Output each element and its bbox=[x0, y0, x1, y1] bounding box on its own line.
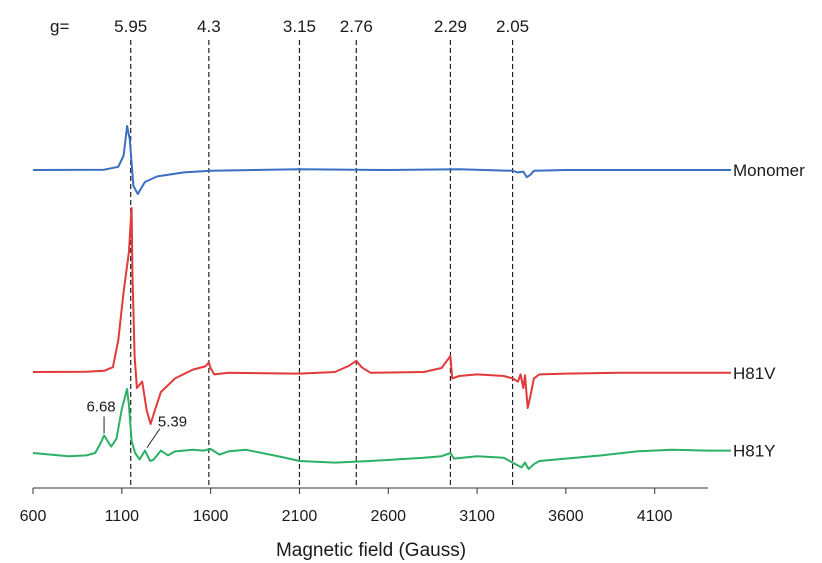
g-value-label-2-29: 2.29 bbox=[434, 17, 467, 36]
g-value-labels: g= 5.95 4.3 3.15 2.76 2.29 2.05 bbox=[50, 17, 529, 36]
g-value-label-4-3: 4.3 bbox=[197, 17, 221, 36]
trace-h81y bbox=[32, 388, 709, 470]
x-tick-label-1100: 1100 bbox=[105, 508, 140, 525]
x-axis-title: Magnetic field (Gauss) bbox=[276, 540, 466, 561]
series-label-h81y: H81Y bbox=[733, 442, 776, 461]
x-tick-label-600: 600 bbox=[20, 508, 47, 525]
x-tick-label-2100: 2100 bbox=[282, 508, 318, 525]
series-label-h81v: H81V bbox=[733, 364, 776, 383]
series-labels: Monomer H81V H81Y bbox=[601, 161, 805, 461]
g-value-label-5-95: 5.95 bbox=[114, 17, 147, 36]
g-value-label-3-15: 3.15 bbox=[283, 17, 316, 36]
series-label-monomer: Monomer bbox=[733, 161, 805, 180]
annotation-5-39: 5.39 bbox=[158, 414, 187, 431]
g-value-label-2-76: 2.76 bbox=[340, 17, 373, 36]
x-tick-label-1600: 1600 bbox=[193, 508, 229, 525]
g-prefix-label: g= bbox=[50, 17, 69, 36]
x-axis: 600 1100 1600 2100 2600 3100 3600 4100 bbox=[20, 487, 708, 525]
peak-annotations: 6.68 5.39 bbox=[86, 398, 187, 448]
g-value-label-2-05: 2.05 bbox=[496, 17, 529, 36]
spectrum-traces bbox=[32, 125, 709, 470]
x-tick-label-2600: 2600 bbox=[370, 508, 406, 525]
x-tick-label-3100: 3100 bbox=[459, 508, 495, 525]
trace-monomer bbox=[32, 125, 602, 195]
x-tick-label-3600: 3600 bbox=[548, 508, 584, 525]
annotation-leader-5-39 bbox=[146, 428, 161, 448]
trace-h81v bbox=[32, 207, 708, 425]
g-value-marker-lines bbox=[130, 40, 514, 488]
annotation-6-68: 6.68 bbox=[86, 398, 115, 415]
x-tick-label-4100: 4100 bbox=[637, 508, 673, 525]
